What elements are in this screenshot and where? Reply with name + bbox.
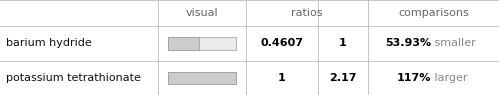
- Text: 53.93%: 53.93%: [385, 38, 432, 48]
- Text: potassium tetrathionate: potassium tetrathionate: [6, 73, 141, 83]
- Text: larger: larger: [432, 73, 468, 83]
- Bar: [168, 72, 236, 84]
- Text: 2.17: 2.17: [329, 73, 357, 83]
- Bar: [168, 37, 236, 49]
- Text: ratios: ratios: [291, 8, 323, 18]
- Bar: [168, 72, 236, 84]
- Text: smaller: smaller: [432, 38, 476, 48]
- Text: visual: visual: [186, 8, 218, 18]
- Text: 117%: 117%: [397, 73, 432, 83]
- Text: barium hydride: barium hydride: [6, 38, 92, 48]
- Text: 1: 1: [278, 73, 286, 83]
- Bar: [168, 37, 199, 49]
- Text: 1: 1: [339, 38, 347, 48]
- Text: 0.4607: 0.4607: [260, 38, 303, 48]
- Text: comparisons: comparisons: [398, 8, 469, 18]
